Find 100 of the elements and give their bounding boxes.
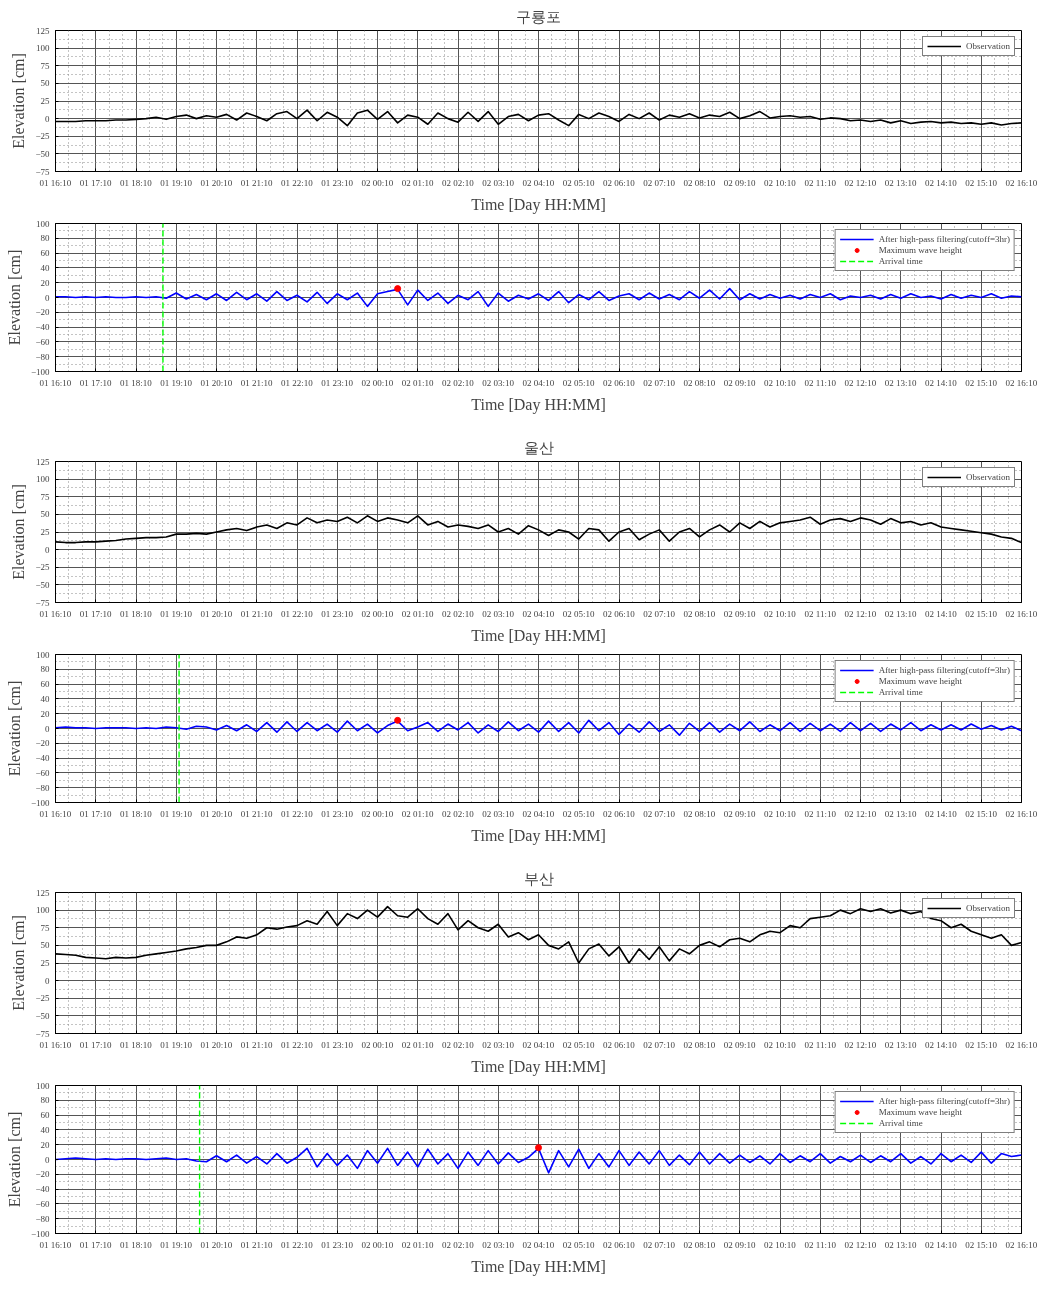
x-tick-label: 02 02:10: [442, 377, 475, 388]
y-axis-title: Elevation [cm]: [10, 915, 28, 1011]
y-tick-label: 80: [40, 1095, 50, 1106]
x-tick-label: 02 07:10: [643, 808, 676, 819]
x-tick-label: 01 18:10: [120, 1239, 153, 1250]
x-tick-label: 01 19:10: [160, 1239, 193, 1250]
y-tick-label: 0: [45, 292, 50, 303]
x-tick-label: 02 16:10: [1005, 1239, 1038, 1250]
x-tick-label: 02 15:10: [965, 808, 998, 819]
x-tick-label: 01 20:10: [200, 808, 233, 819]
x-tick-label: 02 10:10: [764, 1239, 797, 1250]
x-tick-label: 02 12:10: [844, 1239, 877, 1250]
x-tick-label: 02 10:10: [764, 1039, 797, 1050]
y-tick-label: 40: [40, 693, 50, 704]
x-axis-title: Time [Day HH:MM]: [471, 195, 606, 214]
y-tick-label: 40: [40, 262, 50, 273]
y-tick-label: −80: [35, 351, 50, 362]
y-tick-label: 60: [40, 248, 50, 259]
y-tick-label: 20: [40, 708, 50, 719]
x-tick-label: 02 08:10: [683, 1039, 716, 1050]
y-tick-label: −100: [30, 1228, 50, 1239]
x-tick-label: 02 05:10: [562, 808, 596, 819]
x-tick-label: 02 01:10: [401, 1239, 435, 1250]
x-tick-label: 01 20:10: [200, 1039, 233, 1050]
chart-title: 울산: [523, 438, 554, 457]
x-tick-label: 02 08:10: [683, 608, 716, 619]
x-tick-label: 01 17:10: [79, 1239, 113, 1250]
x-tick-label: 01 22:10: [281, 1239, 314, 1250]
x-tick-label: 02 03:10: [482, 377, 515, 388]
x-tick-label: 02 08:10: [683, 377, 716, 388]
x-tick-label: 02 09:10: [723, 377, 757, 388]
x-tick-label: 01 16:10: [39, 177, 72, 188]
x-tick-label: 02 16:10: [1005, 377, 1038, 388]
y-tick-label: 100: [36, 649, 50, 660]
x-tick-label: 02 05:10: [562, 1239, 596, 1250]
x-tick-label: 02 00:10: [361, 808, 394, 819]
x-tick-label: 02 08:10: [683, 808, 716, 819]
y-tick-label: −25: [35, 562, 50, 573]
y-tick-label: −75: [35, 1028, 50, 1039]
y-tick-label: 60: [40, 679, 50, 690]
x-axis-title: Time [Day HH:MM]: [471, 826, 606, 845]
x-tick-label: 02 15:10: [965, 608, 998, 619]
x-tick-label: 02 01:10: [401, 608, 435, 619]
x-tick-label: 02 16:10: [1005, 177, 1038, 188]
x-tick-label: 02 03:10: [482, 608, 515, 619]
y-tick-label: −60: [35, 336, 50, 347]
y-tick-label: 0: [45, 113, 50, 124]
x-tick-label: 02 07:10: [643, 377, 676, 388]
x-tick-label: 02 13:10: [884, 377, 918, 388]
x-tick-label: 02 11:10: [804, 1039, 837, 1050]
x-tick-label: 02 00:10: [361, 608, 394, 619]
x-tick-label: 02 14:10: [925, 377, 958, 388]
text: Arrival time: [878, 256, 923, 266]
x-tick-label: 01 21:10: [240, 377, 274, 388]
x-tick-label: 01 23:10: [321, 377, 354, 388]
x-tick-label: 02 03:10: [482, 1039, 515, 1050]
x-tick-label: 02 05:10: [562, 377, 596, 388]
x-tick-label: 02 06:10: [603, 1239, 636, 1250]
x-tick-label: 01 21:10: [240, 1039, 274, 1050]
x-tick-label: 01 23:10: [321, 1039, 354, 1050]
x-tick-label: 02 04:10: [522, 608, 555, 619]
x-tick-label: 02 09:10: [723, 177, 757, 188]
legend-label: After high-pass filtering(cutoff=3hr): [878, 665, 1010, 675]
x-tick-label: 02 04:10: [522, 377, 555, 388]
y-tick-label: 75: [40, 60, 50, 71]
y-tick-label: −75: [35, 166, 50, 177]
x-tick-label: 02 02:10: [442, 177, 475, 188]
x-tick-label: 01 23:10: [321, 1239, 354, 1250]
x-tick-label: 01 21:10: [240, 608, 274, 619]
x-tick-label: 01 20:10: [200, 1239, 233, 1250]
x-tick-label: 01 23:10: [321, 808, 354, 819]
legend-label: After high-pass filtering(cutoff=3hr): [878, 1096, 1010, 1106]
x-tick-label: 02 13:10: [884, 1239, 918, 1250]
x-axis-title: Time [Day HH:MM]: [471, 395, 606, 414]
y-tick-label: 125: [36, 456, 50, 467]
x-tick-label: 01 19:10: [160, 1039, 193, 1050]
y-tick-label: 20: [40, 1139, 50, 1150]
x-tick-label: 02 03:10: [482, 1239, 515, 1250]
x-tick-label: 02 02:10: [442, 1239, 475, 1250]
y-tick-label: 100: [36, 218, 50, 229]
x-tick-label: 02 09:10: [723, 1039, 757, 1050]
y-tick-label: 125: [36, 25, 50, 36]
x-tick-label: 01 19:10: [160, 808, 193, 819]
x-tick-label: 02 07:10: [643, 177, 676, 188]
y-tick-label: 25: [40, 96, 50, 106]
x-tick-label: 02 08:10: [683, 1239, 716, 1250]
y-axis-title: Elevation [cm]: [5, 1111, 23, 1208]
y-tick-label: 25: [40, 527, 50, 537]
y-tick-label: −40: [35, 322, 50, 333]
x-tick-label: 02 12:10: [844, 377, 877, 388]
x-tick-label: 02 15:10: [965, 377, 998, 388]
x-tick-label: 02 11:10: [804, 1239, 837, 1250]
x-tick-label: 01 16:10: [39, 608, 72, 619]
x-tick-label: 02 01:10: [401, 177, 435, 188]
x-tick-label: 01 17:10: [79, 608, 113, 619]
x-tick-label: 01 19:10: [160, 608, 193, 619]
x-tick-label: 02 12:10: [844, 1039, 877, 1050]
x-tick-label: 02 04:10: [522, 177, 555, 188]
x-tick-label: 01 18:10: [120, 377, 153, 388]
y-tick-label: 75: [40, 491, 50, 502]
